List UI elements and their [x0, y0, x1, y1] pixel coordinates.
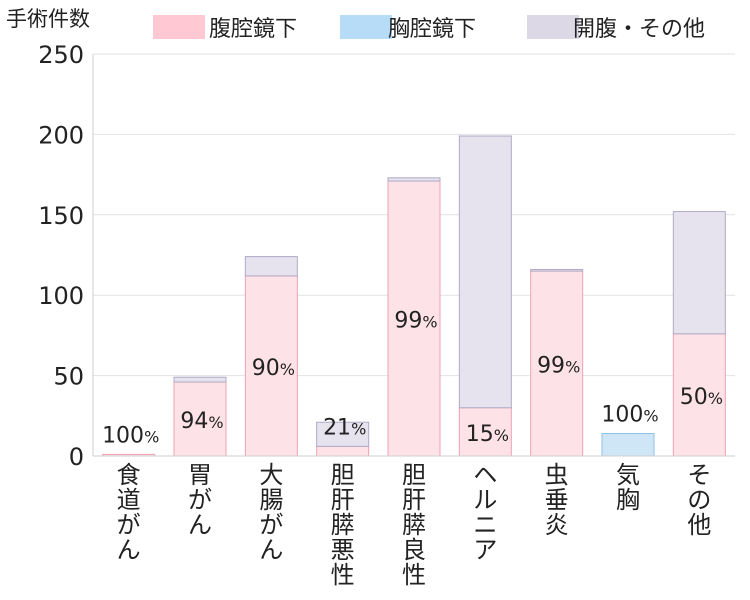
y-tick-label: 100	[38, 282, 84, 310]
x-tick-label: が	[259, 511, 283, 539]
bar-6-series-3	[458, 135, 512, 409]
x-tick-label: 性	[331, 561, 355, 589]
x-tick-label: ア	[473, 536, 497, 564]
x-tick-label: 良	[402, 536, 426, 564]
x-tick-label: 胸	[616, 486, 640, 514]
x-tick-label: 腸	[259, 486, 283, 514]
x-tick-label: ヘ	[473, 461, 497, 489]
bar-9-series-3	[672, 211, 726, 335]
legend-label: 開腹・その他	[573, 17, 705, 42]
bar-6-series-1	[458, 407, 512, 457]
x-tick-label: 悪	[331, 536, 355, 564]
bar-2-series-3	[173, 376, 227, 383]
x-tick-label: ん	[188, 511, 212, 539]
x-tick-label: 気	[616, 461, 640, 489]
percent-value: 100	[102, 423, 144, 448]
percent-label: 100%	[102, 423, 159, 448]
percent-symbol: %	[208, 413, 223, 432]
x-tick-label: 胆	[402, 461, 426, 489]
x-tick-label: が	[117, 511, 141, 539]
y-tick-label: 0	[69, 443, 84, 471]
percent-value: 94	[180, 409, 208, 434]
x-tick-label: 食	[117, 461, 141, 489]
y-tick-label: 250	[38, 41, 84, 69]
percent-symbol: %	[351, 419, 366, 438]
percent-label: 94%	[180, 409, 223, 434]
axes: 050100150200250食道がん胃がん大腸がん胆肝膵悪性胆肝膵良性ヘルニア…	[38, 41, 735, 589]
percent-value: 100	[601, 402, 643, 427]
x-tick-label: 膵	[402, 511, 426, 539]
percent-label: 99%	[537, 354, 580, 379]
bar-3-series-3	[244, 256, 298, 277]
x-tick-label: が	[188, 486, 212, 514]
y-tick-label: 150	[38, 202, 84, 230]
y-tick-label: 200	[38, 121, 84, 149]
percent-value: 90	[252, 356, 280, 381]
percent-label: 50%	[680, 385, 723, 410]
x-tick-label: 性	[402, 561, 426, 589]
x-tick-label: の	[687, 486, 711, 514]
percent-label: 99%	[394, 309, 437, 334]
x-tick-label: 膵	[331, 511, 355, 539]
legend-swatch	[527, 15, 579, 39]
percent-value: 15	[466, 422, 494, 447]
legend-swatch	[153, 15, 205, 39]
bar-5-series-3	[387, 177, 441, 182]
x-tick-label: ん	[259, 536, 283, 564]
percent-symbol: %	[708, 389, 723, 408]
x-tick-label: 道	[117, 486, 141, 514]
bar-7-series-1	[530, 270, 584, 457]
x-tick-label: 胃	[188, 461, 212, 489]
percent-label: 90%	[252, 356, 295, 381]
bars: 100%94%90%21%99%15%99%100%50%	[102, 135, 726, 457]
percent-value: 99	[394, 309, 422, 334]
bar-4-series-3	[316, 421, 370, 447]
bar-8-series-2	[601, 432, 655, 457]
percent-symbol: %	[280, 360, 295, 379]
x-tick-label: 垂	[545, 486, 569, 514]
x-tick-label: 肝	[331, 486, 355, 514]
x-tick-label: 他	[687, 511, 711, 539]
legend-label: 腹腔鏡下	[209, 17, 297, 42]
percent-value: 99	[537, 354, 565, 379]
x-tick-label: 炎	[545, 511, 569, 539]
legend-swatch	[340, 15, 392, 39]
percent-symbol: %	[643, 406, 658, 425]
percent-symbol: %	[565, 358, 580, 377]
legend: 腹腔鏡下 胸腔鏡下 開腹・その他	[153, 15, 705, 42]
x-tick-label: 大	[259, 461, 283, 489]
y-tick-label: 50	[53, 363, 84, 391]
percent-label: 15%	[466, 422, 509, 447]
x-tick-label: ル	[473, 486, 497, 514]
percent-label: 100%	[601, 402, 658, 427]
percent-label: 21%	[323, 415, 366, 440]
percent-symbol: %	[494, 426, 509, 445]
percent-symbol: %	[422, 313, 437, 332]
bar-4-series-1	[316, 445, 370, 457]
percent-value: 21	[323, 415, 351, 440]
bar-5-series-1	[387, 180, 441, 457]
x-tick-label: 虫	[545, 461, 569, 489]
percent-value: 50	[680, 385, 708, 410]
x-tick-label: ん	[117, 536, 141, 564]
x-tick-label: ニ	[473, 511, 497, 539]
bar-3-series-1	[244, 275, 298, 457]
bar-7-series-3	[530, 268, 584, 272]
x-tick-label: 胆	[331, 461, 355, 489]
percent-symbol: %	[144, 427, 159, 446]
x-tick-label: 肝	[402, 486, 426, 514]
y-axis-label: 手術件数	[6, 7, 90, 31]
x-tick-label: そ	[687, 461, 711, 489]
legend-label: 胸腔鏡下	[388, 17, 476, 42]
bar-2-series-1	[173, 381, 227, 457]
